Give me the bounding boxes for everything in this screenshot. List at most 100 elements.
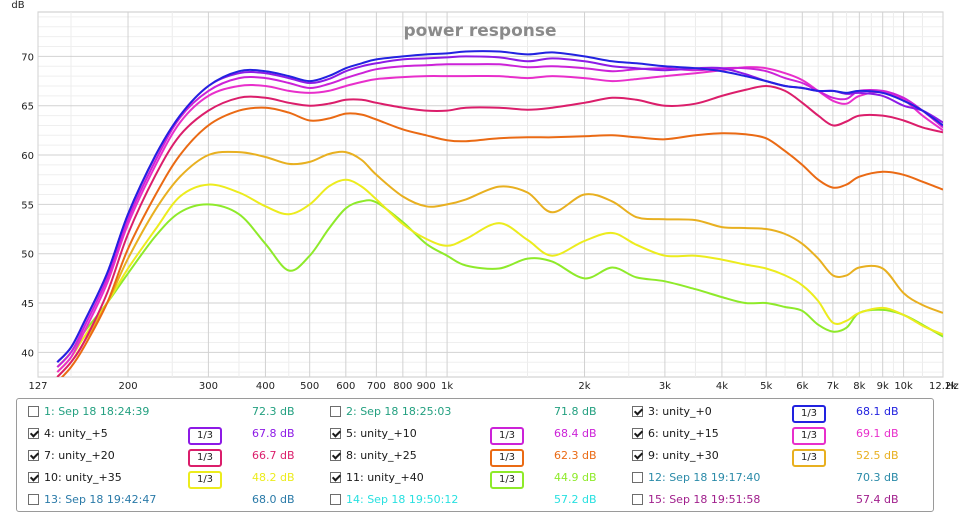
- legend-entry: 14: Sep 18 19:50:12 57.2 dB: [324, 490, 624, 512]
- visibility-checkbox[interactable]: [28, 406, 39, 417]
- smoothing-button[interactable]: 1/3: [188, 449, 222, 467]
- x-tick-label: 200: [118, 381, 137, 392]
- visibility-checkbox[interactable]: [330, 428, 341, 439]
- smoothing-button[interactable]: 1/3: [188, 427, 222, 445]
- y-axis-label: dB: [11, 0, 24, 11]
- legend-entry: 10: unity_+35 1/3 48.2 dB: [22, 468, 322, 490]
- legend-entry: 3: unity_+0 1/3 68.1 dB: [626, 402, 926, 424]
- legend-label[interactable]: 14: Sep 18 19:50:12: [346, 493, 459, 506]
- legend-label[interactable]: 6: unity_+15: [648, 427, 719, 440]
- x-tick-label: 8k: [853, 381, 865, 392]
- visibility-checkbox[interactable]: [632, 450, 643, 461]
- y-tick-label: 55: [21, 200, 34, 211]
- smoothing-button[interactable]: 1/3: [792, 405, 826, 423]
- x-axis-unit: Hz: [946, 381, 959, 392]
- legend-entry: 13: Sep 18 19:42:47 68.0 dB: [22, 490, 322, 512]
- x-tick-label: 500: [300, 381, 319, 392]
- y-tick-label: 45: [21, 299, 34, 310]
- visibility-checkbox[interactable]: [330, 450, 341, 461]
- x-tick-label: 300: [199, 381, 218, 392]
- legend-value: 68.1 dB: [856, 405, 899, 418]
- smoothing-button[interactable]: 1/3: [188, 471, 222, 489]
- visibility-checkbox[interactable]: [330, 494, 341, 505]
- series-line-unity-0: [56, 50, 943, 363]
- legend-value: 66.7 dB: [252, 449, 295, 462]
- series-line-unity-30: [56, 150, 943, 377]
- legend-value: 48.2 dB: [252, 471, 295, 484]
- x-tick-label: 4k: [716, 381, 728, 392]
- legend-label[interactable]: 3: unity_+0: [648, 405, 712, 418]
- legend-label[interactable]: 7: unity_+20: [44, 449, 115, 462]
- legend-entry: 15: Sep 18 19:51:58 57.4 dB: [626, 490, 926, 512]
- legend-value: 71.8 dB: [554, 405, 597, 418]
- visibility-checkbox[interactable]: [28, 428, 39, 439]
- legend-entry: 8: unity_+25 1/3 62.3 dB: [324, 446, 624, 468]
- series-line-unity-20: [56, 84, 943, 377]
- legend-value: 72.3 dB: [252, 405, 295, 418]
- smoothing-button[interactable]: 1/3: [792, 449, 826, 467]
- legend-label[interactable]: 10: unity_+35: [44, 471, 122, 484]
- axes: 127 200 300 400 500 600 700 800 900 1k 2k 3k 4k 5k 6k 7…: [21, 52, 957, 392]
- visibility-checkbox[interactable]: [28, 472, 39, 483]
- x-tick-label: 9k: [877, 381, 889, 392]
- legend-entry: 5: unity_+10 1/3 68.4 dB: [324, 424, 624, 446]
- visibility-checkbox[interactable]: [28, 450, 39, 461]
- legend-label[interactable]: 1: Sep 18 18:24:39: [44, 405, 150, 418]
- chart-title: power response: [403, 21, 556, 41]
- power-response-chart: 127 200 300 400 500 600 700 800 900 1k 2k 3k 4k 5k 6k 7…: [11, 0, 959, 392]
- legend-value: 68.4 dB: [554, 427, 597, 440]
- smoothing-button[interactable]: 1/3: [490, 449, 524, 467]
- legend-label[interactable]: 13: Sep 18 19:42:47: [44, 493, 157, 506]
- series-line-unity-35: [56, 178, 943, 373]
- legend-label[interactable]: 11: unity_+40: [346, 471, 424, 484]
- series-group: [56, 50, 943, 377]
- smoothing-button[interactable]: 1/3: [490, 427, 524, 445]
- series-line-unity-10: [56, 63, 943, 368]
- x-tick-label: 900: [417, 381, 436, 392]
- visibility-checkbox[interactable]: [632, 472, 643, 483]
- legend-panel: 1: Sep 18 18:24:39 72.3 dB 2: Sep 18 18:25…: [16, 398, 934, 512]
- legend-label[interactable]: 8: unity_+25: [346, 449, 417, 462]
- y-tick-label: 65: [21, 102, 34, 113]
- legend-value: 70.3 dB: [856, 471, 899, 484]
- legend-label[interactable]: 15: Sep 18 19:51:58: [648, 493, 761, 506]
- legend-entry: 2: Sep 18 18:25:03 71.8 dB: [324, 402, 624, 424]
- x-tick-label: 10k: [894, 381, 913, 392]
- legend-entry: 7: unity_+20 1/3 66.7 dB: [22, 446, 322, 468]
- smoothing-button[interactable]: 1/3: [792, 427, 826, 445]
- legend-value: 57.2 dB: [554, 493, 597, 506]
- smoothing-button[interactable]: 1/3: [490, 471, 524, 489]
- legend-value: 69.1 dB: [856, 427, 899, 440]
- y-tick-label: 50: [21, 250, 34, 261]
- legend-label[interactable]: 2: Sep 18 18:25:03: [346, 405, 452, 418]
- legend-value: 67.8 dB: [252, 427, 295, 440]
- legend-label[interactable]: 9: unity_+30: [648, 449, 719, 462]
- x-tick-label: 3k: [659, 381, 671, 392]
- x-tick-label: 1k: [441, 381, 453, 392]
- legend-entry: 4: unity_+5 1/3 67.8 dB: [22, 424, 322, 446]
- y-tick-label: 40: [21, 348, 34, 359]
- legend-label[interactable]: 12: Sep 18 19:17:40: [648, 471, 761, 484]
- x-tick-label: 12.2k: [929, 381, 957, 392]
- visibility-checkbox[interactable]: [28, 494, 39, 505]
- legend-entry: 1: Sep 18 18:24:39 72.3 dB: [22, 402, 322, 424]
- legend-label[interactable]: 4: unity_+5: [44, 427, 108, 440]
- x-tick-label: 7k: [827, 381, 839, 392]
- grid: [37, 12, 944, 377]
- x-tick-label: 400: [256, 381, 275, 392]
- visibility-checkbox[interactable]: [632, 406, 643, 417]
- x-tick-label: 800: [393, 381, 412, 392]
- legend-label[interactable]: 5: unity_+10: [346, 427, 417, 440]
- legend-entry: 6: unity_+15 1/3 69.1 dB: [626, 424, 926, 446]
- visibility-checkbox[interactable]: [632, 428, 643, 439]
- x-tick-label: 127: [28, 381, 47, 392]
- legend-value: 62.3 dB: [554, 449, 597, 462]
- y-tick-label: 60: [21, 151, 34, 162]
- y-tick-label: 70: [21, 52, 34, 63]
- visibility-checkbox[interactable]: [632, 494, 643, 505]
- visibility-checkbox[interactable]: [330, 472, 341, 483]
- series-line-unity-40: [56, 199, 943, 368]
- visibility-checkbox[interactable]: [330, 406, 341, 417]
- legend-entry: 11: unity_+40 1/3 44.9 dB: [324, 468, 624, 490]
- legend-value: 57.4 dB: [856, 493, 899, 506]
